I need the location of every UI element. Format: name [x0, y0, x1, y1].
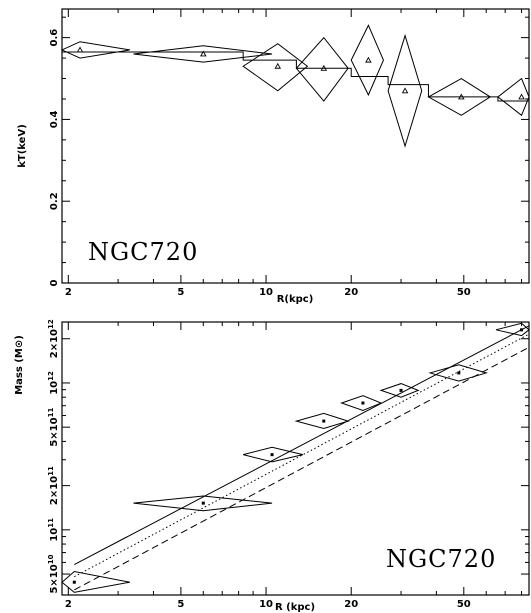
mass-data-point — [322, 419, 326, 423]
mass-data-point — [399, 388, 403, 392]
mass-error-diamond — [428, 364, 488, 382]
mass-error-diamond — [340, 395, 383, 411]
mass-plot-frame — [61, 321, 530, 596]
mass-data-point — [361, 401, 365, 405]
mass-error-diamond — [133, 495, 273, 512]
y-tick-mantissa: 5×10 — [49, 417, 60, 446]
temperature-panel: 2 5 10 20 50 0 0.2 0.4 0.6 R(kpc) kT(keV) NGC72… — [17, 8, 530, 305]
mass-model-solid-line — [74, 325, 530, 566]
temperature-plot-frame — [61, 8, 530, 284]
temperature-triangle-marker — [365, 56, 372, 63]
x-tick-label: 10 — [259, 599, 273, 610]
temperature-y-ticks: 0 0.2 0.4 0.6 — [49, 16, 529, 286]
y-tick-mantissa: 2×10 — [49, 476, 60, 505]
mass-error-diamond — [495, 322, 530, 337]
temperature-step-model — [62, 51, 529, 102]
mass-error-diamond — [243, 446, 304, 463]
y-tick-exponent: 12 — [47, 371, 55, 381]
mass-galaxy-label: NGC720 — [386, 545, 496, 573]
y-tick-mantissa: 2×10 — [49, 329, 60, 358]
x-tick-label: 50 — [457, 287, 471, 298]
temperature-error-diamond — [242, 43, 309, 92]
y-tick-label: 2×1012 — [47, 319, 60, 358]
y-tick-exponent: 12 — [47, 319, 55, 329]
temperature-triangle-marker — [274, 62, 282, 69]
y-tick-label: 0.2 — [49, 192, 60, 210]
y-tick-label: 0 — [49, 279, 60, 286]
y-tick-label: 0.4 — [49, 111, 60, 129]
temperature-triangle-marker — [401, 87, 409, 94]
mass-data-marks — [61, 322, 530, 593]
temperature-error-diamond — [350, 24, 384, 97]
mass-error-diamond — [379, 383, 420, 398]
mass-data-point — [457, 371, 461, 375]
mass-data-point — [270, 453, 274, 457]
x-tick-label: 20 — [344, 599, 358, 610]
temperature-x-axis-label: R(kpc) — [277, 294, 314, 305]
x-tick-label: 5 — [177, 599, 184, 610]
y-tick-label: 5×1010 — [47, 554, 60, 593]
y-tick-exponent: 10 — [47, 554, 55, 564]
y-tick-label: 0.6 — [49, 29, 60, 47]
temperature-x-ticks: 2 5 10 20 50 — [65, 9, 523, 298]
y-tick-exponent: 11 — [47, 408, 55, 418]
x-tick-label: 50 — [457, 599, 471, 610]
y-tick-mantissa: 10 — [49, 381, 60, 395]
mass-model-dashed-line — [74, 346, 530, 591]
mass-x-axis-label: R (kpc) — [275, 602, 315, 613]
temperature-y-axis-label: kT(keV) — [17, 124, 28, 168]
mass-panel: 2 5 10 20 50 5×101010112×10115×101110122×101… — [14, 319, 530, 613]
temperature-triangle-marker — [76, 46, 84, 53]
mass-data-point — [72, 580, 76, 584]
temperature-galaxy-label: NGC720 — [88, 238, 198, 266]
x-tick-label: 5 — [177, 287, 184, 298]
y-tick-exponent: 11 — [47, 518, 55, 528]
temperature-triangle-marker — [518, 93, 525, 100]
mass-model-dotted-line — [74, 333, 530, 578]
mass-error-diamond — [61, 571, 130, 593]
temperature-data-marks — [60, 24, 530, 148]
x-tick-label: 2 — [65, 287, 72, 298]
mass-data-point — [520, 328, 524, 332]
x-tick-label: 10 — [259, 287, 273, 298]
y-tick-exponent: 11 — [47, 466, 55, 476]
temperature-triangle-marker — [200, 50, 207, 57]
x-tick-label: 2 — [65, 599, 72, 610]
y-tick-label: 2×1011 — [47, 466, 60, 505]
y-tick-label: 5×1011 — [47, 408, 60, 447]
temperature-error-diamond — [387, 33, 423, 148]
mass-error-diamond — [294, 412, 350, 429]
y-tick-mantissa: 10 — [49, 528, 60, 542]
mass-x-ticks: 2 5 10 20 50 — [65, 322, 523, 610]
temperature-error-diamond — [497, 77, 530, 117]
temperature-error-diamond — [60, 41, 130, 59]
y-tick-label: 1011 — [47, 518, 60, 542]
y-tick-label: 1012 — [47, 371, 60, 395]
mass-y-axis-label: Mass (M⊙) — [14, 335, 25, 395]
x-tick-label: 20 — [344, 287, 358, 298]
y-tick-mantissa: 5×10 — [49, 564, 60, 593]
mass-data-point — [201, 501, 205, 505]
temperature-error-diamond — [133, 45, 273, 63]
